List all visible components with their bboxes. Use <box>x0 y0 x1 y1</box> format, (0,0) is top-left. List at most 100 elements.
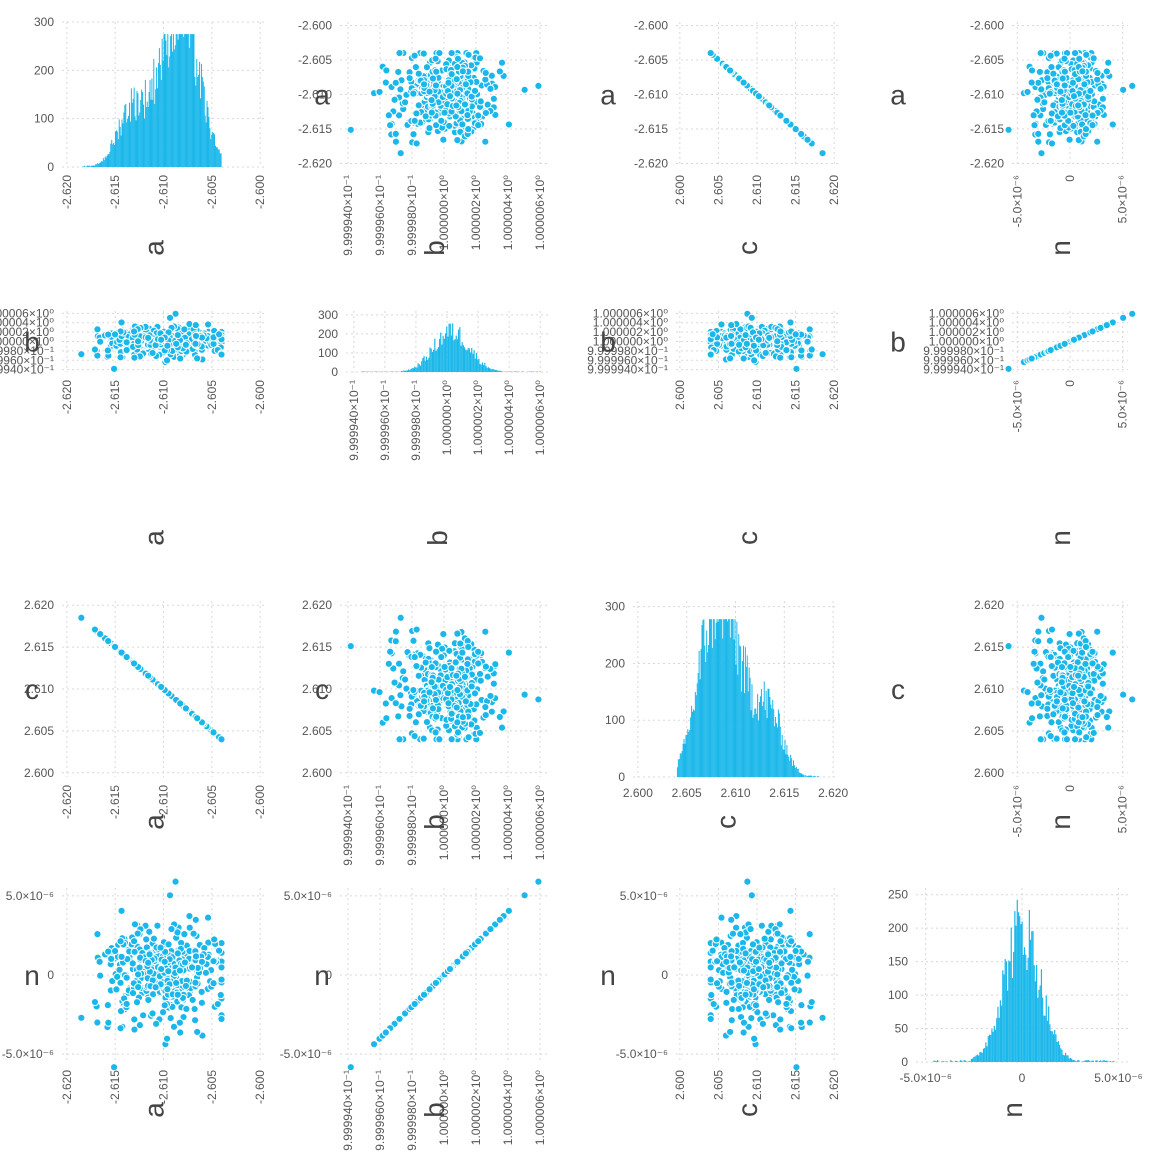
histogram-bar <box>490 368 492 372</box>
x-tick-label: 0 <box>1063 380 1077 387</box>
scatter-point <box>486 691 495 701</box>
scatter-point <box>129 327 139 336</box>
scatter-point <box>409 636 418 645</box>
scatter-point <box>489 679 498 688</box>
scatter-point <box>172 339 181 348</box>
x-axis-label: b <box>419 240 450 256</box>
histogram-bar <box>800 773 802 777</box>
histogram-bar <box>106 155 108 167</box>
x-tick-label: 2.600 <box>673 175 687 205</box>
histogram-bar <box>108 154 110 167</box>
scatter-point <box>164 967 173 976</box>
x-axis-label: b <box>422 530 453 546</box>
y-axis-label: a <box>890 80 906 111</box>
scatter-point <box>172 978 181 988</box>
scatter-point <box>1086 86 1095 95</box>
y-tick-label: 2.620 <box>974 598 1004 612</box>
scatter-point <box>464 642 473 652</box>
scatter-point <box>391 78 400 87</box>
scatter-point <box>458 648 467 657</box>
histogram-bar <box>721 619 723 777</box>
histogram-bar <box>510 371 512 372</box>
scatter-point <box>475 54 485 63</box>
count-tick-label: 200 <box>34 63 54 77</box>
y-tick-label: 2.610 <box>974 682 1004 696</box>
histogram-bar <box>699 679 701 777</box>
panel-b-c: 9.999940×10⁻¹9.999960×10⁻¹9.999980×10⁻¹1… <box>587 306 841 545</box>
histogram-bar <box>718 619 720 777</box>
histogram-bar <box>709 619 711 777</box>
histogram-bar <box>102 158 104 167</box>
scatter-point <box>384 659 393 668</box>
histogram-bar <box>757 694 759 777</box>
scatter-point <box>476 97 485 106</box>
scatter-point <box>107 954 116 963</box>
scatter-point <box>135 963 144 972</box>
scatter-point <box>460 672 469 682</box>
x-tick-label: 1.000006×10⁰ <box>533 785 547 860</box>
histogram-bar <box>446 326 448 372</box>
histogram-bar <box>205 122 207 167</box>
scatter-point <box>1060 67 1069 76</box>
histogram-bar <box>770 704 772 777</box>
scatter-point <box>1034 129 1043 138</box>
histogram-bar <box>713 619 715 777</box>
histogram-bar <box>406 370 408 372</box>
scatter-point <box>447 735 456 744</box>
x-tick-label: -5.0×10⁻⁶ <box>1010 380 1024 432</box>
histogram-bar <box>140 100 142 167</box>
scatter-point <box>1060 81 1069 90</box>
histogram-bar <box>817 776 819 777</box>
scatter-point <box>1070 735 1080 744</box>
scatter-point <box>1035 712 1044 721</box>
histogram-bar <box>93 165 95 167</box>
histogram-bar <box>796 769 798 777</box>
count-tick-label: 200 <box>318 327 338 341</box>
scatter-point <box>1062 735 1072 744</box>
scatter-point <box>103 346 112 355</box>
x-tick-label: 9.999960×10⁻¹ <box>373 785 387 866</box>
y-tick-label: 1.000006×10⁰ <box>593 306 668 320</box>
scatter-point <box>1065 135 1074 144</box>
scatter-point <box>386 121 395 130</box>
histogram-bar <box>199 61 201 168</box>
histogram-bar <box>438 339 441 372</box>
scatter-point <box>773 337 782 346</box>
histogram-bar <box>133 87 135 167</box>
scatter-point <box>391 129 400 138</box>
histogram-bar <box>806 776 808 777</box>
scatter-point <box>1108 648 1117 657</box>
histogram-bar <box>781 734 783 777</box>
histogram-bar <box>500 371 503 372</box>
histogram-bar <box>494 370 497 372</box>
histogram-bar <box>473 350 475 372</box>
histogram-bar <box>134 116 136 167</box>
scatter-point <box>749 341 758 350</box>
scatter-point <box>461 697 470 706</box>
histogram-bar <box>210 139 212 167</box>
histogram-bar <box>477 359 479 372</box>
count-tick-label: 300 <box>34 15 54 29</box>
x-axis-label: a <box>139 814 170 830</box>
histogram-bar <box>160 79 162 167</box>
histogram-bar <box>682 743 684 777</box>
x-tick-label: 5.0×10⁻⁶ <box>1116 380 1130 428</box>
scatter-point <box>103 1001 112 1010</box>
histogram-bar <box>522 371 524 372</box>
histogram-bar <box>478 358 480 372</box>
histogram-bar <box>117 139 119 167</box>
scatter-point <box>1093 711 1102 720</box>
x-tick-label: 1.000002×10⁰ <box>469 785 483 860</box>
scatter-point <box>432 712 441 721</box>
histogram-bar <box>466 350 468 372</box>
histogram-bar <box>173 49 175 167</box>
scatter-point <box>405 74 414 83</box>
histogram-bar <box>493 369 495 372</box>
scatter-point <box>96 629 105 639</box>
scatter-point <box>419 697 429 706</box>
histogram-bar <box>731 619 733 777</box>
histogram-bar <box>732 619 734 777</box>
histogram-bar <box>773 709 775 777</box>
histogram-bar <box>740 646 742 777</box>
histogram-bar <box>754 708 756 777</box>
